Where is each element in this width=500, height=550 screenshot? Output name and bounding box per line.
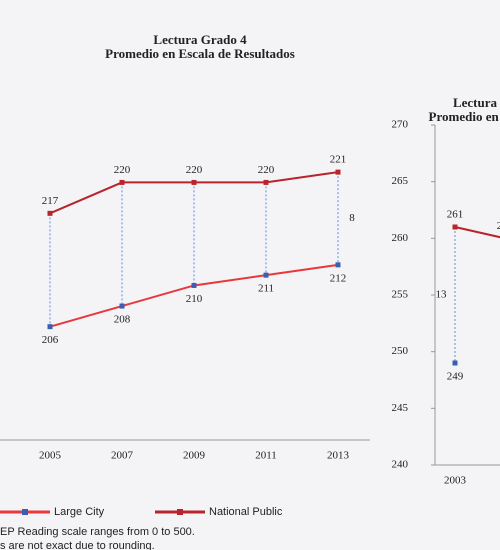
legend-marker — [22, 509, 28, 515]
point-marker — [335, 169, 341, 175]
legend-label: National Public — [209, 506, 283, 518]
chart-subtitle: Promedio en Esc — [429, 109, 500, 124]
footnote: EP Reading scale ranges from 0 to 500. — [0, 526, 195, 538]
y-tick-label: 260 — [392, 232, 409, 244]
data-label: 210 — [186, 293, 203, 305]
point-marker — [263, 179, 269, 185]
legend-marker — [177, 509, 183, 515]
chart-title: Lectura — [453, 95, 498, 110]
y-tick-label: 265 — [392, 175, 409, 187]
data-label: 261 — [447, 209, 464, 221]
point-marker — [452, 224, 458, 230]
series-line — [454, 226, 500, 239]
data-label: 212 — [330, 272, 347, 284]
x-tick-label: 2003 — [444, 475, 467, 487]
data-label: 211 — [258, 283, 274, 295]
data-label: 260 — [497, 220, 500, 232]
x-tick-label: 2011 — [255, 450, 277, 462]
chart-title: Lectura Grado 4 — [153, 32, 247, 47]
y-tick-label: 240 — [392, 459, 409, 471]
x-tick-label: 2007 — [111, 450, 134, 462]
gap-annotation: 8 — [349, 212, 355, 224]
point-marker — [191, 282, 197, 288]
legend-label: Large City — [54, 506, 105, 518]
data-label: 221 — [330, 154, 347, 166]
point-marker — [47, 324, 53, 330]
chart-subtitle: Promedio en Escala de Resultados — [105, 46, 295, 61]
x-tick-label: 2009 — [183, 450, 206, 462]
point-marker — [191, 179, 197, 185]
x-tick-label: 2013 — [327, 450, 350, 462]
data-label: 208 — [114, 314, 131, 326]
data-label: 217 — [42, 195, 59, 207]
point-marker — [452, 360, 458, 366]
x-tick-label: 2005 — [39, 450, 62, 462]
data-label: 220 — [114, 164, 131, 176]
point-marker — [335, 262, 341, 268]
data-label: 206 — [42, 334, 59, 346]
data-label: 220 — [258, 164, 275, 176]
y-tick-label: 245 — [392, 402, 409, 414]
data-label: 249 — [447, 371, 464, 383]
footer: Large City National Public EP Reading scal… — [0, 506, 283, 550]
y-tick-label: 255 — [392, 289, 409, 301]
y-tick-label: 270 — [392, 119, 409, 131]
point-marker — [119, 303, 125, 309]
point-marker — [119, 179, 125, 185]
point-marker — [263, 272, 269, 278]
gap-annotation: 13 — [436, 289, 448, 301]
y-tick-label: 250 — [392, 345, 409, 357]
footnote: s are not exact due to rounding. — [0, 540, 155, 550]
data-label: 220 — [186, 164, 203, 176]
point-marker — [47, 210, 53, 216]
